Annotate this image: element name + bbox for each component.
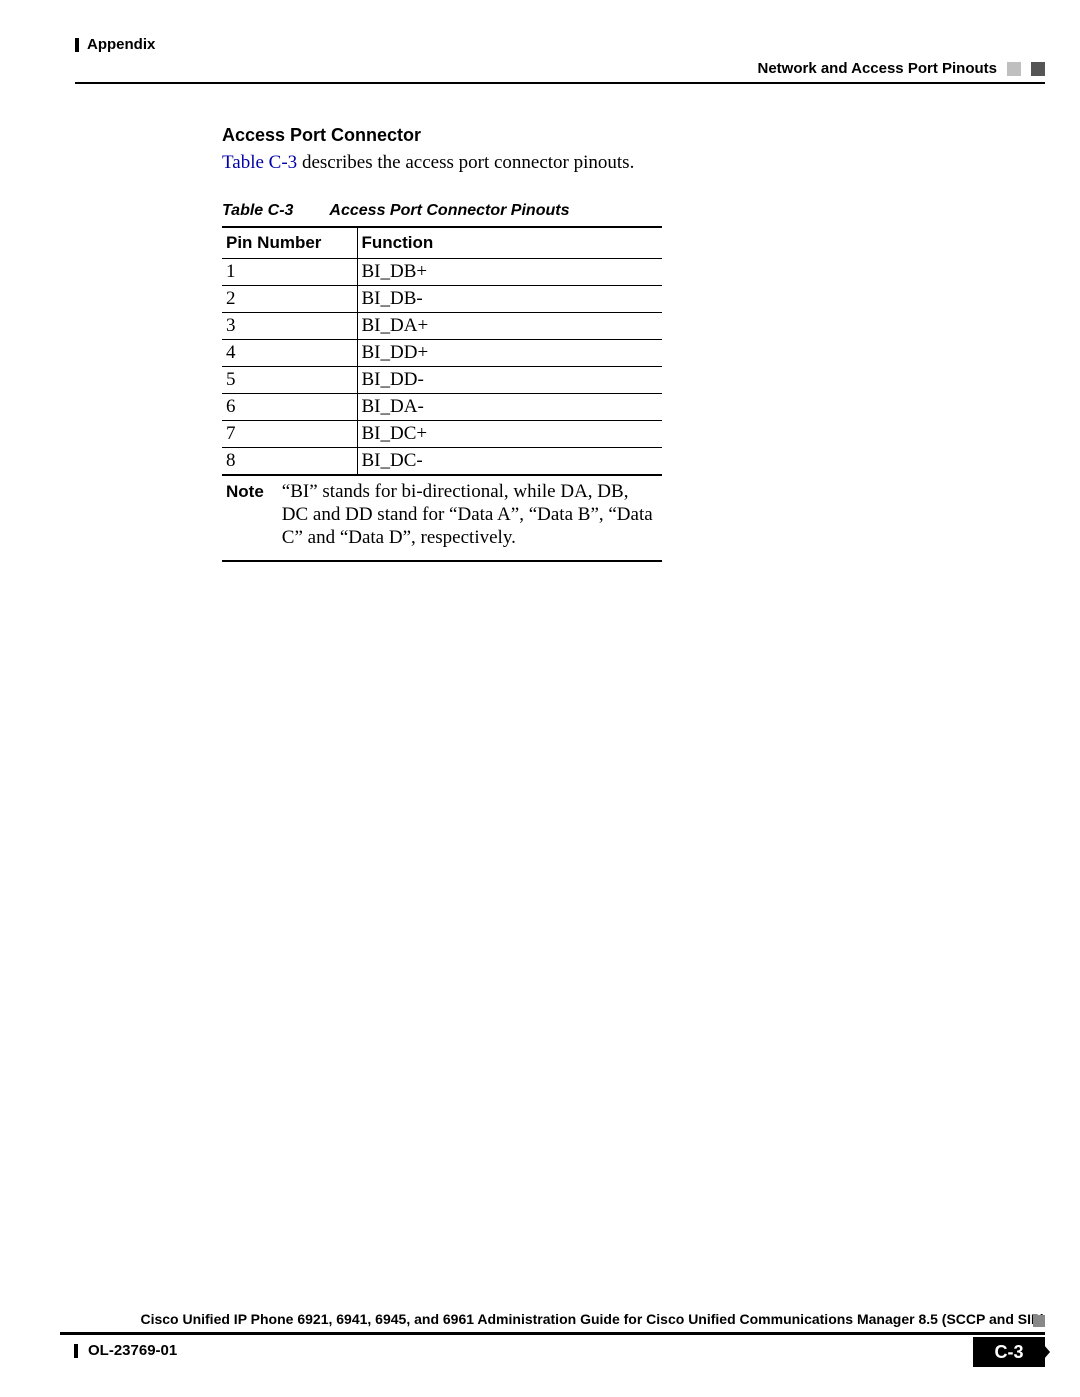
table-header-row: Pin Number Function xyxy=(222,227,662,259)
footer-square-icon xyxy=(1033,1315,1045,1327)
header-rule xyxy=(75,82,1045,84)
footer-book-title: Cisco Unified IP Phone 6921, 6941, 6945,… xyxy=(140,1311,1045,1327)
cell-pin: 1 xyxy=(222,259,357,286)
table-row: 7BI_DC+ xyxy=(222,421,662,448)
note-text: “BI” stands for bi-directional, while DA… xyxy=(282,480,658,550)
table-row: 8BI_DC- xyxy=(222,448,662,476)
header-section-label: Network and Access Port Pinouts xyxy=(757,60,997,77)
cell-pin: 2 xyxy=(222,286,357,313)
cell-function: BI_DB+ xyxy=(357,259,662,286)
table-note: Note “BI” stands for bi-directional, whi… xyxy=(222,476,662,562)
caption-ref: Table C-3 xyxy=(222,202,293,219)
cell-pin: 6 xyxy=(222,394,357,421)
table-row: 1BI_DB+ xyxy=(222,259,662,286)
table-ref-link[interactable]: Table C-3 xyxy=(222,152,297,173)
table-row: 4BI_DD+ xyxy=(222,340,662,367)
cell-pin: 5 xyxy=(222,367,357,394)
main-content: Access Port Connector Table C-3 describe… xyxy=(222,125,662,562)
table-row: 3BI_DA+ xyxy=(222,313,662,340)
col-pin-number: Pin Number xyxy=(222,227,357,259)
table-caption: Table C-3 Access Port Connector Pinouts xyxy=(222,202,662,220)
cell-function: BI_DB- xyxy=(357,286,662,313)
cell-pin: 7 xyxy=(222,421,357,448)
caption-title: Access Port Connector Pinouts xyxy=(329,202,569,219)
cell-function: BI_DC- xyxy=(357,448,662,476)
cell-pin: 8 xyxy=(222,448,357,476)
header-square-dark-icon xyxy=(1031,62,1045,76)
header-right: Network and Access Port Pinouts xyxy=(757,60,1045,77)
cell-function: BI_DC+ xyxy=(357,421,662,448)
table-row: 2BI_DB- xyxy=(222,286,662,313)
page-notch-icon xyxy=(1044,1345,1050,1359)
note-label: Note xyxy=(226,480,264,550)
page-number-box: C-3 xyxy=(973,1337,1045,1367)
col-function: Function xyxy=(357,227,662,259)
pinout-table: Pin Number Function 1BI_DB+2BI_DB-3BI_DA… xyxy=(222,226,662,476)
header-left: Appendix xyxy=(75,36,155,53)
cell-function: BI_DA+ xyxy=(357,313,662,340)
cell-function: BI_DD- xyxy=(357,367,662,394)
cell-function: BI_DA- xyxy=(357,394,662,421)
header-tick-icon xyxy=(75,38,79,52)
header-chapter-label: Appendix xyxy=(87,36,155,53)
page-number: C-3 xyxy=(994,1342,1023,1363)
table-row: 6BI_DA- xyxy=(222,394,662,421)
footer-rule xyxy=(60,1332,1045,1335)
section-heading: Access Port Connector xyxy=(222,125,662,146)
cell-pin: 4 xyxy=(222,340,357,367)
footer-doc-id-group: OL-23769-01 xyxy=(74,1342,177,1359)
table-row: 5BI_DD- xyxy=(222,367,662,394)
intro-paragraph: Table C-3 describes the access port conn… xyxy=(222,152,662,174)
cell-function: BI_DD+ xyxy=(357,340,662,367)
footer-doc-id: OL-23769-01 xyxy=(88,1342,177,1359)
footer-tick-icon xyxy=(74,1344,78,1358)
header-square-light-icon xyxy=(1007,62,1021,76)
cell-pin: 3 xyxy=(222,313,357,340)
intro-text: describes the access port connector pino… xyxy=(297,152,634,173)
